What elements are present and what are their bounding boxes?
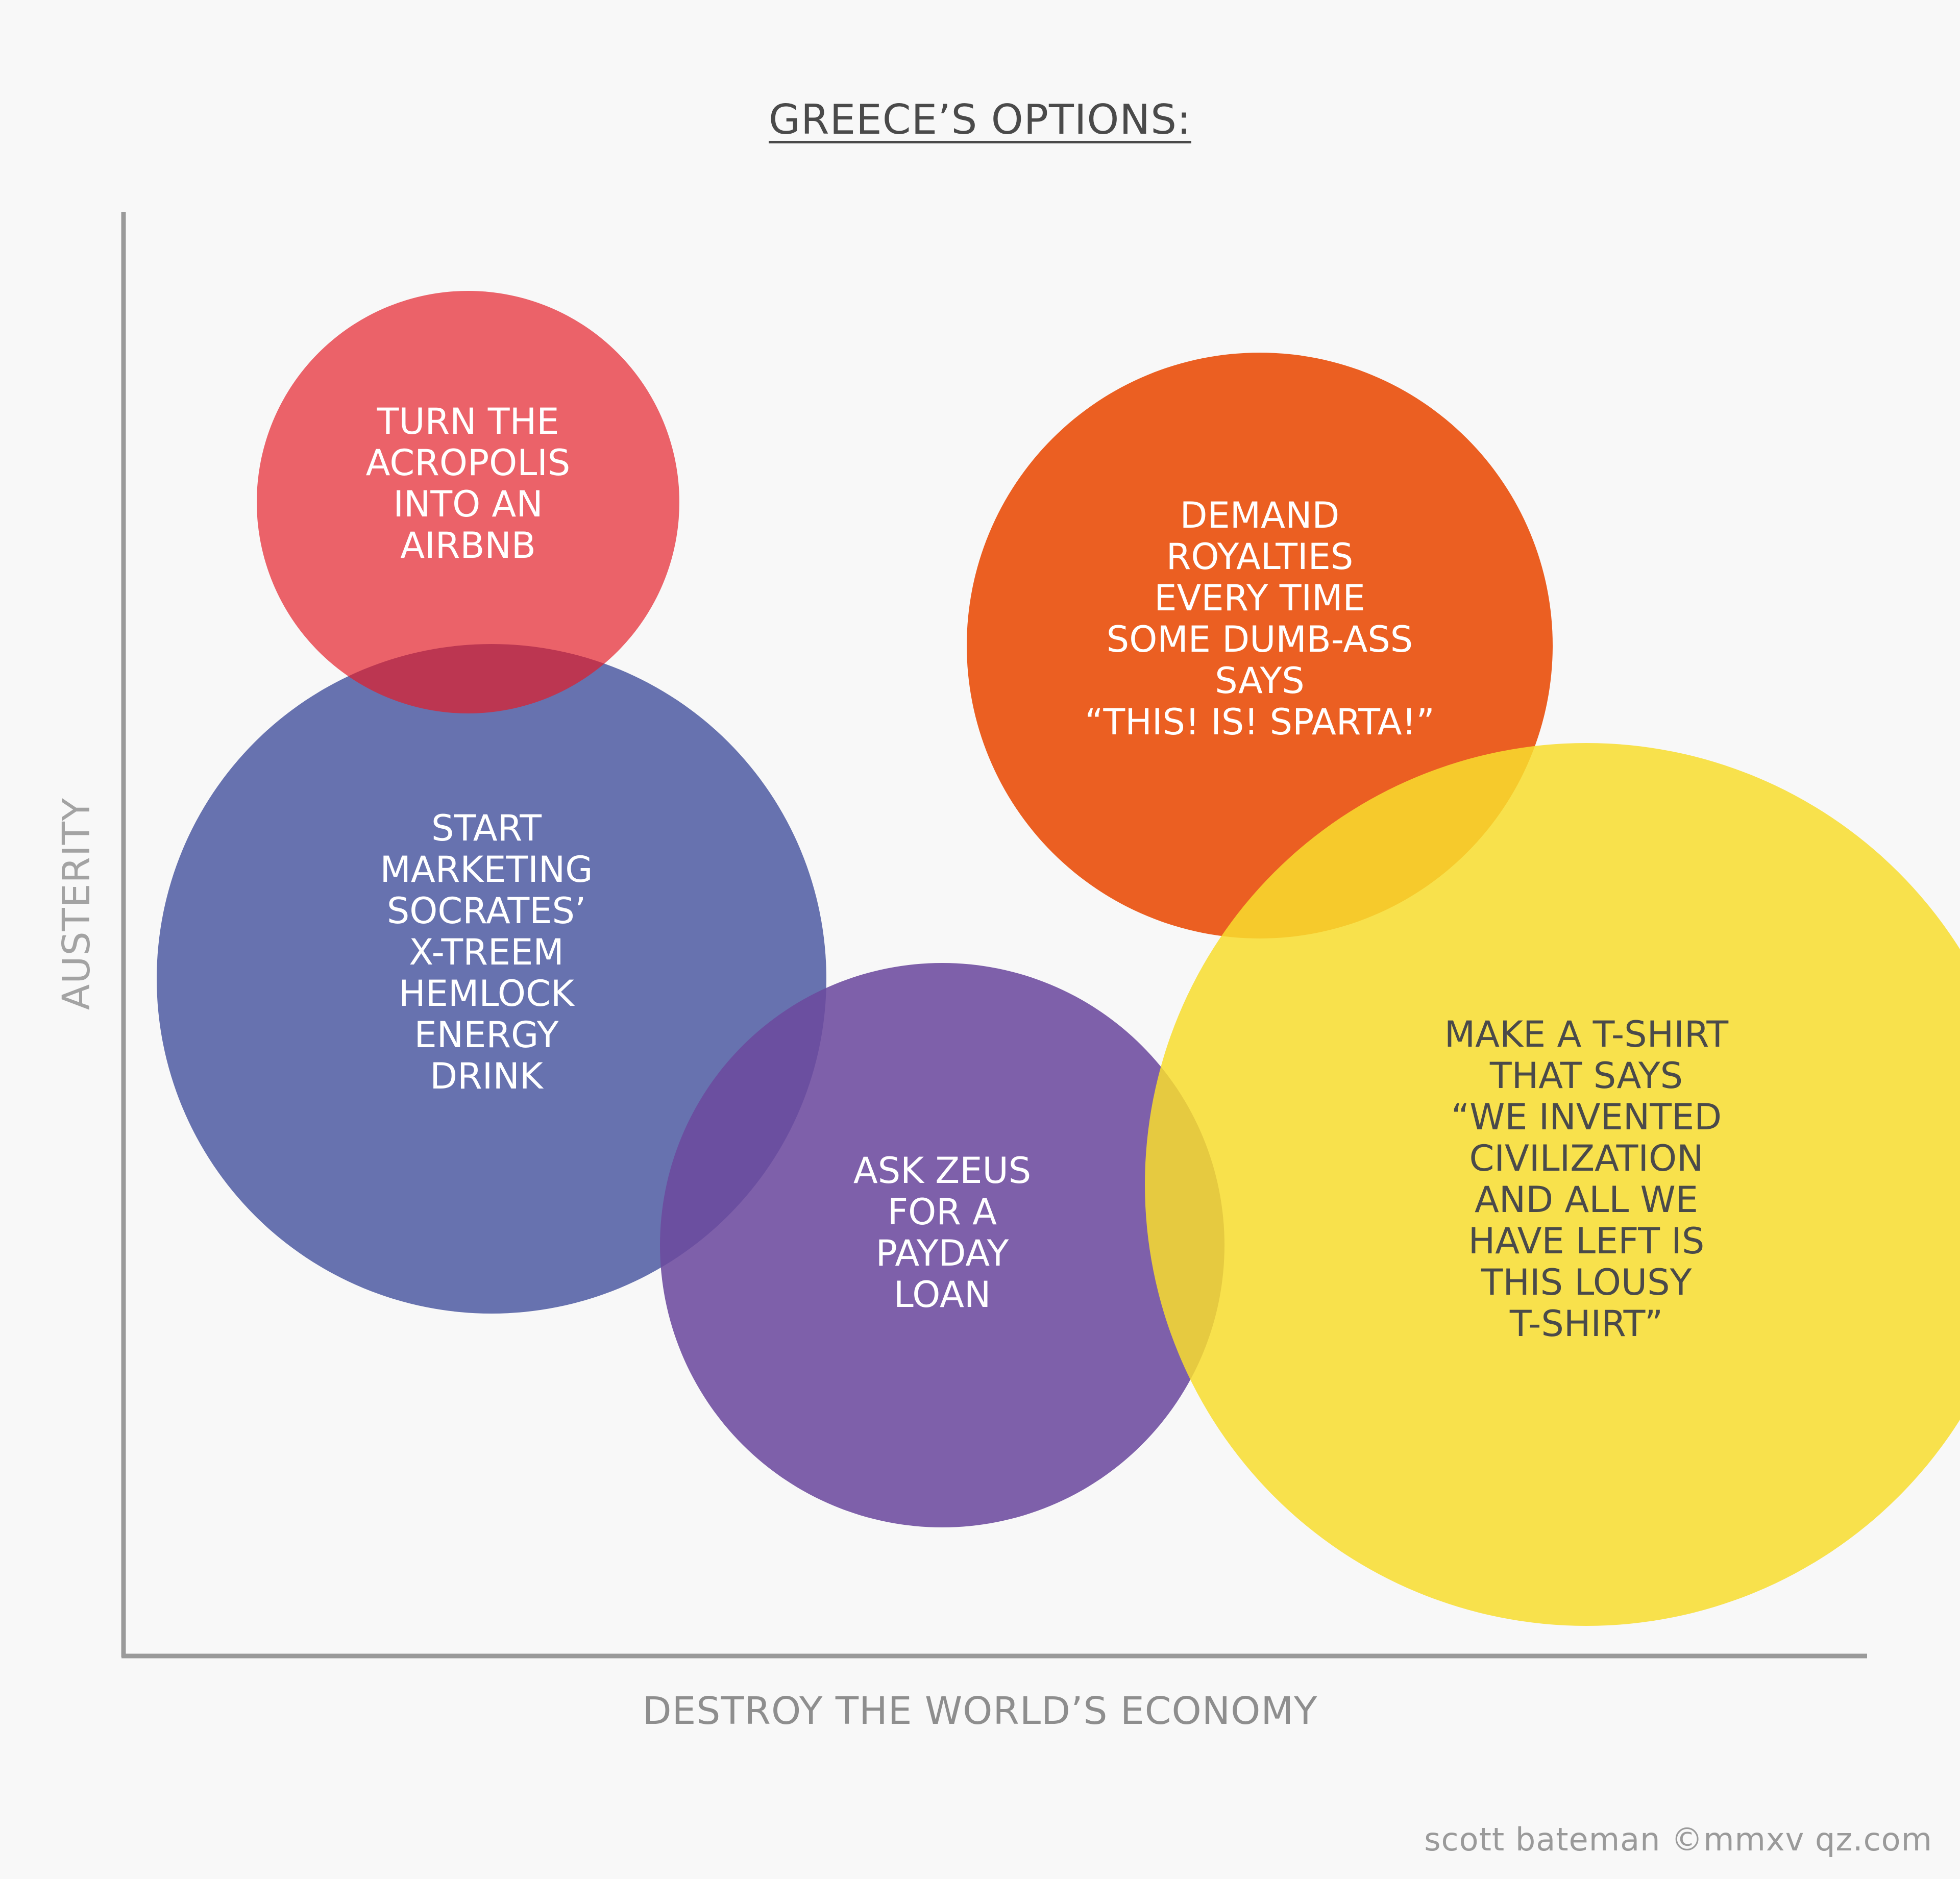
bubble-text-royalties: DEMAND ROYALTIES EVERY TIME SOME DUMB-AS… xyxy=(1085,495,1435,743)
bubble-text-zeus: ASK ZEUS FOR A PAYDAY LOAN xyxy=(853,1150,1032,1316)
diagram-title: GREECE’S OPTIONS: xyxy=(769,96,1191,143)
y-axis-label: AUSTERITY xyxy=(55,797,99,1010)
x-axis-label: DESTROY THE WORLD’S ECONOMY xyxy=(642,1689,1318,1733)
bubble-text-socrates: START MARKETING SOCRATES’ X-TREEM HEMLOC… xyxy=(380,807,593,1097)
bubble-text-tshirt: MAKE A T-SHIRT THAT SAYS “WE INVENTED CI… xyxy=(1444,1013,1729,1345)
bubble-tshirt xyxy=(1145,743,1960,1626)
bubble-socrates xyxy=(157,644,826,1314)
bubble-acropolis xyxy=(257,291,679,713)
bubble-text-acropolis: TURN THE ACROPOLIS INTO AN AIRBNB xyxy=(365,401,571,566)
credit-text: scott bateman ©mmxv qz.com xyxy=(1424,1821,1932,1858)
bubble-zeus xyxy=(660,963,1224,1527)
